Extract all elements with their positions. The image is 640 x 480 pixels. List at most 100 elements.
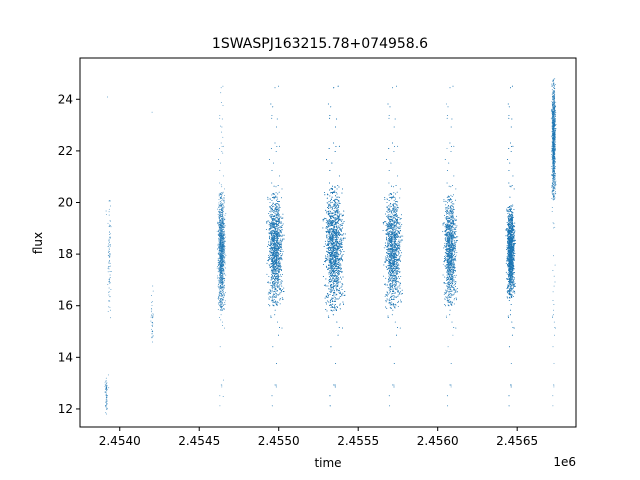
data-point [272, 224, 274, 226]
data-point [217, 271, 219, 273]
data-point [277, 266, 278, 268]
data-point [219, 114, 221, 116]
data-point [108, 200, 110, 202]
data-point [152, 314, 154, 316]
data-point [274, 142, 276, 144]
data-point [271, 287, 273, 289]
data-point [276, 262, 278, 264]
data-point [108, 211, 110, 213]
data-point [151, 308, 153, 309]
data-point [281, 225, 283, 227]
data-point [219, 236, 221, 237]
data-point [268, 264, 270, 266]
data-point [220, 142, 222, 144]
data-point [276, 202, 278, 204]
data-point [220, 239, 222, 240]
data-point [217, 277, 219, 279]
data-point [220, 251, 222, 253]
data-point [276, 126, 277, 128]
data-point [109, 282, 111, 284]
data-point [273, 243, 275, 245]
data-point [271, 218, 273, 220]
data-point [275, 231, 277, 233]
data-point [221, 250, 223, 252]
data-point [272, 236, 274, 238]
data-point [281, 291, 282, 293]
data-point [221, 192, 223, 194]
data-point [219, 193, 221, 195]
data-point [273, 194, 275, 195]
data-point [273, 253, 274, 255]
data-point [152, 341, 154, 343]
data-point [270, 216, 272, 218]
data-point [108, 294, 110, 296]
data-point [278, 286, 280, 288]
data-point [273, 212, 275, 213]
data-point [220, 304, 222, 305]
data-point [222, 226, 224, 228]
data-point [270, 227, 272, 229]
data-point [221, 194, 223, 196]
data-point [277, 224, 279, 226]
data-point [273, 265, 275, 267]
data-point [282, 213, 284, 215]
data-point [152, 313, 154, 315]
data-point [223, 270, 225, 272]
data-point [218, 297, 220, 299]
data-point [220, 292, 222, 294]
data-point [272, 215, 274, 217]
data-point [222, 244, 223, 246]
data-point [281, 246, 282, 248]
data-point [272, 223, 274, 225]
data-point [105, 393, 107, 395]
data-point [106, 386, 107, 388]
data-point [106, 403, 108, 405]
data-point [221, 211, 223, 213]
data-point [220, 279, 222, 280]
data-point [108, 234, 110, 236]
data-point [107, 374, 109, 376]
data-point [278, 262, 280, 264]
data-point [220, 302, 222, 304]
data-point [221, 281, 223, 283]
data-point [220, 308, 222, 310]
data-point [219, 277, 221, 279]
data-point [271, 270, 273, 272]
data-point [281, 297, 283, 299]
data-point [266, 221, 268, 223]
data-point [223, 219, 225, 221]
data-point [219, 117, 221, 119]
data-point [274, 269, 276, 271]
data-point [151, 309, 153, 311]
data-point [221, 210, 223, 212]
data-point [276, 224, 277, 226]
data-point [273, 266, 275, 268]
data-point [219, 304, 221, 306]
data-point [269, 251, 271, 253]
data-point [222, 237, 224, 239]
data-point [222, 284, 224, 286]
data-point [278, 279, 279, 281]
data-point [219, 205, 220, 207]
data-point [220, 270, 222, 272]
data-point [221, 240, 223, 241]
data-point [274, 209, 276, 211]
data-point [279, 243, 281, 245]
data-point [222, 219, 224, 221]
data-point [220, 266, 222, 268]
data-point [218, 281, 220, 283]
data-point [271, 290, 273, 292]
data-point [273, 216, 275, 217]
data-point [278, 245, 280, 247]
data-point [222, 274, 224, 276]
data-point [269, 230, 271, 232]
data-point [220, 197, 222, 199]
data-point [272, 238, 274, 239]
data-point [282, 238, 284, 240]
data-point [271, 260, 273, 262]
data-point [272, 259, 274, 261]
data-point [151, 300, 153, 302]
data-point [270, 233, 272, 235]
data-point [221, 204, 222, 205]
data-point [274, 242, 276, 244]
